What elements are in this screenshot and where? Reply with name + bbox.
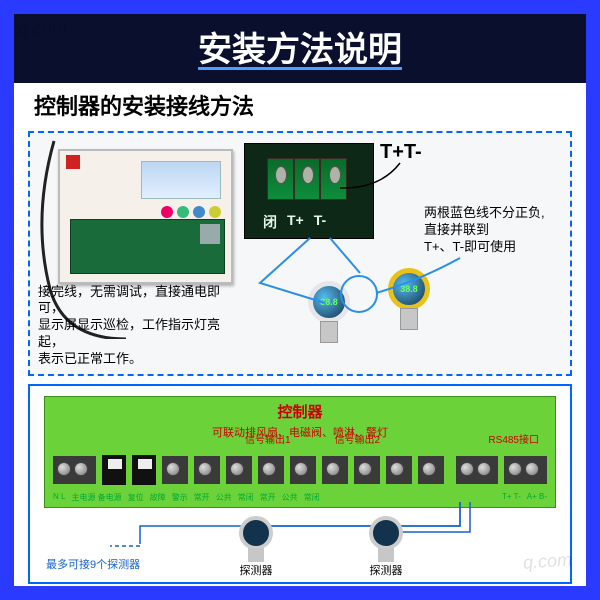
terminal-row	[53, 455, 547, 485]
green-board: 控制器 可联动排风扇、电磁阀、喷淋、警灯 信号输出1 信号输出2 RS485接口	[44, 396, 556, 508]
button-row	[161, 206, 221, 218]
note-left: 接完线，无需调试，直接通电即可， 显示屏显示巡检，工作指示灯亮起， 表示已正常工…	[38, 284, 220, 368]
outer-frame: q.com 安装方法说明 控制器的安装接线方法 闭 T+ T- T+T-	[0, 0, 600, 600]
highlight-circle	[340, 275, 378, 313]
diagram-note: 最多可接9个探测器	[46, 556, 140, 572]
watermark: q.com	[522, 549, 572, 573]
pcb-board	[70, 219, 225, 274]
watermark: q.com	[17, 16, 67, 40]
controller-box	[58, 149, 233, 284]
switch-2	[132, 455, 156, 485]
terminal-closeup: 闭 T+ T-	[244, 143, 374, 239]
diagram-panel: 控制器 可联动排风扇、电磁阀、喷淋、警灯 信号输出1 信号输出2 RS485接口	[28, 384, 572, 584]
term	[418, 456, 444, 484]
diagram-detector-2: 探测器	[360, 516, 412, 578]
title-bar: 安装方法说明	[14, 14, 586, 83]
photo-panel: 闭 T+ T- T+T- 两根蓝色线不分正负, 直接并联到 T+、T-即可使用 …	[28, 131, 572, 376]
board-title: 控制器	[45, 397, 555, 422]
subtitle: 控制器的安装接线方法	[14, 83, 586, 127]
page-title: 安装方法说明	[198, 31, 402, 69]
tt-terminal	[456, 456, 499, 484]
closeup-label-0: 闭	[263, 212, 277, 232]
closeup-label-2: T-	[314, 212, 326, 232]
power-terminal	[53, 456, 96, 484]
tt-label: T+T-	[380, 141, 422, 164]
label-row: N L 主电源 备电源 复位 故障 警示 常开 公共 常闭 常开 公共 常闭 T…	[53, 492, 547, 503]
diagram-detector-1: 探测器	[230, 516, 282, 578]
brand-badge	[66, 155, 80, 169]
term	[354, 456, 380, 484]
note-right: 两根蓝色线不分正负, 直接并联到 T+、T-即可使用	[424, 205, 564, 256]
closeup-label-1: T+	[287, 212, 304, 232]
term	[322, 456, 348, 484]
rs485-label: RS485接口	[488, 431, 539, 446]
lcd-screen	[141, 161, 221, 199]
switch-1	[102, 455, 126, 485]
term	[290, 456, 316, 484]
term	[258, 456, 284, 484]
term	[226, 456, 252, 484]
detector-2: 38.8	[380, 268, 438, 338]
term	[386, 456, 412, 484]
term	[162, 456, 188, 484]
detector-display: 38.8	[388, 268, 430, 310]
rs485-terminal	[504, 456, 547, 484]
term	[194, 456, 220, 484]
signal-titles: 信号输出1 信号输出2	[245, 431, 380, 446]
